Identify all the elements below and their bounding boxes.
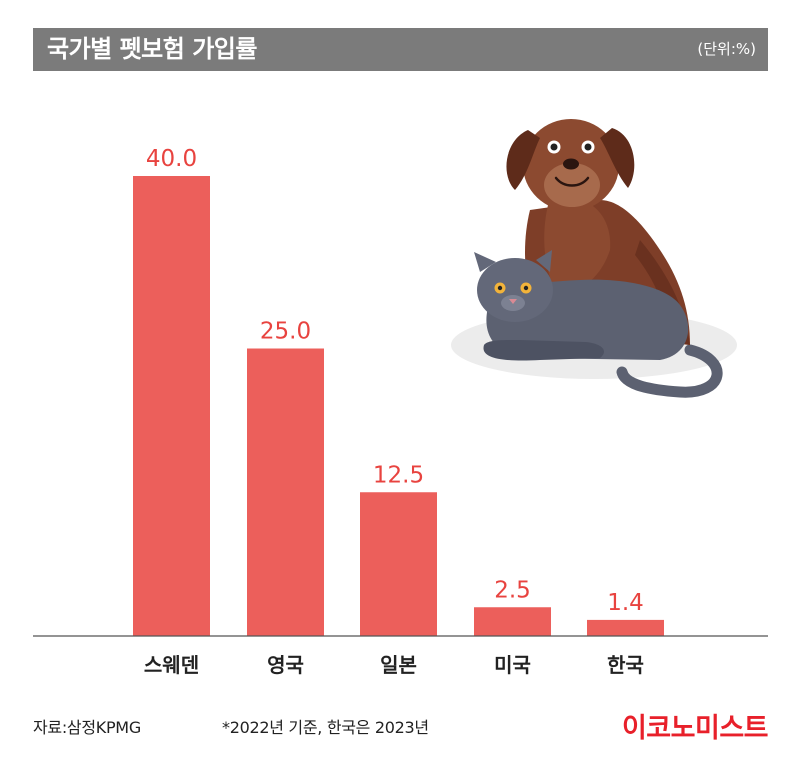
cat-tail: [616, 344, 723, 398]
category-label-0: 스웨덴: [144, 653, 199, 677]
cat-ear-left: [474, 252, 496, 272]
category-label-1: 영국: [267, 653, 304, 677]
dog-nose: [563, 158, 579, 170]
category-label-2: 일본: [380, 653, 417, 677]
chart-title: 국가별 펫보험 가입률: [47, 35, 257, 63]
title-bar: 국가별 펫보험 가입률 (단위:%): [33, 28, 768, 71]
cat-ear-right: [536, 250, 552, 272]
cat-paws: [483, 340, 605, 361]
category-labels-group: 스웨덴 영국 일본 미국 한국: [144, 653, 644, 677]
cat: [474, 250, 689, 361]
bar-1: [247, 348, 324, 636]
value-label-2: 12.5: [373, 462, 424, 488]
unit-label: (단위:%): [697, 40, 756, 58]
bar-3: [474, 607, 551, 636]
bar-0: [133, 176, 210, 636]
bar-4: [587, 619, 664, 636]
value-label-0: 40.0: [146, 146, 197, 172]
category-label-3: 미국: [494, 653, 531, 677]
bar-2: [360, 492, 437, 636]
dog-mouth: [554, 176, 590, 187]
category-label-4: 한국: [607, 653, 644, 677]
brand-logo-text: 이코노미스트: [621, 713, 769, 744]
dog-chest: [544, 200, 611, 300]
value-label-3: 2.5: [494, 577, 531, 603]
bars-group: [133, 176, 664, 636]
value-label-1: 25.0: [260, 319, 311, 345]
dog-and-cat-illustration: [451, 119, 737, 398]
footnote-text: *2022년 기준, 한국은 2023년: [222, 718, 429, 737]
cat-head: [477, 258, 553, 322]
source-text: 자료:삼정KPMG: [33, 718, 141, 737]
value-labels-group: 40.0 25.0 12.5 2.5 1.4: [146, 146, 644, 616]
cat-nose: [509, 299, 517, 304]
dog-ear-left: [506, 130, 540, 190]
dog-ear-right: [600, 128, 635, 188]
value-label-4: 1.4: [607, 590, 644, 616]
